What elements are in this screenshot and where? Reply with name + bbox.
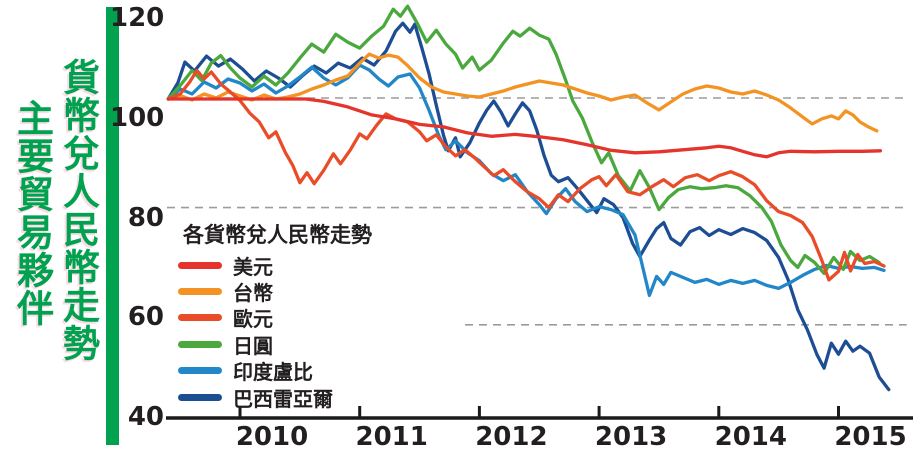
legend-item-twd: 台幣 [178,278,333,306]
series-line-brl [166,21,891,392]
legend-items: 美元 台幣 歐元 日圓 印度盧比 巴西雷亞爾 [178,252,333,411]
series-line-twd [166,52,879,133]
x-axis-label-2011: 2011 [355,422,428,452]
legend-item-eur: 歐元 [178,305,333,331]
legend-swatch-usd [178,261,222,269]
y-axis-label-100: 100 [110,103,165,133]
legend-swatch-eur [178,314,222,322]
series-line-usd [166,97,883,159]
legend-item-usd: 美元 [178,252,333,279]
legend-label-twd: 台幣 [233,281,273,306]
legend-swatch-brl [178,393,222,401]
chart-legend: 各貨幣兌人民幣走勢 美元 台幣 歐元 日圓 印度盧比 巴西雷亞爾 [178,219,372,411]
vertical-title-line2: 貨幣兌人民幣走勢 [56,58,100,362]
series-line-inr [166,63,886,298]
x-axis-label-2015: 2015 [834,422,907,452]
legend-swatch-jpy [178,340,222,348]
y-axis-label-120: 120 [110,3,165,33]
y-axis-label-40: 40 [127,402,164,432]
x-axis-label-2014: 2014 [714,422,787,452]
series-line-eur [166,68,886,282]
x-axis-label-2010: 2010 [235,422,309,452]
vertical-title-line1: 主要貿易夥伴 [10,99,54,327]
series-line-jpy [166,4,881,276]
legend-title: 各貨幣兌人民幣走勢 [183,223,372,247]
legend-label-jpy: 日圓 [233,333,273,358]
legend-item-jpy: 日圓 [178,331,333,358]
legend-item-inr: 印度盧比 [178,358,333,384]
legend-swatch-twd [178,288,222,296]
x-axis-label-2013: 2013 [594,422,668,452]
y-axis-label-60: 60 [127,302,164,332]
legend-label-usd: 美元 [233,254,273,279]
legend-item-brl: 巴西雷亞爾 [178,384,333,411]
legend-label-eur: 歐元 [233,307,273,332]
legend-swatch-inr [178,367,222,375]
title-accent-bar [106,7,119,445]
y-axis-label-80: 80 [127,203,164,233]
legend-label-brl: 巴西雷亞爾 [233,386,333,411]
x-axis-label-2012: 2012 [475,422,548,452]
legend-label-inr: 印度盧比 [233,360,313,385]
